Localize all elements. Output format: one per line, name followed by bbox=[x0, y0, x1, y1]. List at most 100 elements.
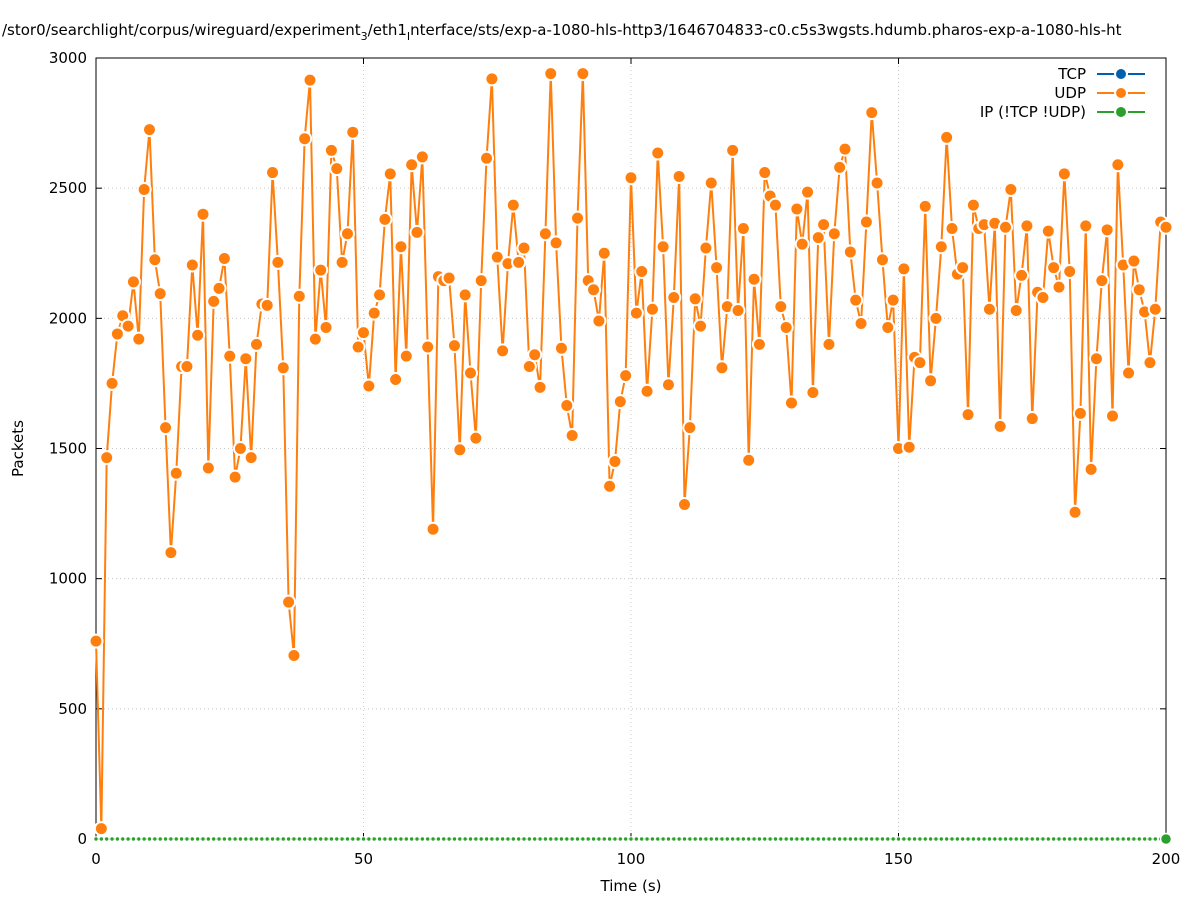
ip-point bbox=[820, 836, 827, 842]
udp-point bbox=[184, 257, 200, 273]
udp-point bbox=[1142, 355, 1158, 371]
ip-point bbox=[473, 836, 479, 842]
udp-point bbox=[810, 230, 826, 246]
udp-point bbox=[270, 254, 286, 270]
udp-point bbox=[682, 420, 698, 436]
udp-point bbox=[746, 271, 762, 287]
ip-point bbox=[836, 836, 843, 842]
ip-point bbox=[312, 836, 319, 842]
udp-point bbox=[136, 181, 152, 197]
ip-point bbox=[1147, 836, 1153, 842]
ip-point bbox=[483, 836, 490, 842]
ip-point bbox=[1072, 836, 1078, 842]
ip-point bbox=[441, 836, 447, 842]
udp-point bbox=[1147, 301, 1163, 317]
ip-point bbox=[478, 836, 484, 842]
udp-point bbox=[200, 460, 216, 476]
ip-point bbox=[1083, 836, 1089, 842]
ip-point bbox=[564, 836, 570, 842]
udp-point bbox=[543, 66, 559, 82]
udp-point bbox=[1014, 267, 1030, 283]
ip-point bbox=[558, 836, 565, 842]
ip-point bbox=[778, 836, 784, 842]
ip-point bbox=[360, 836, 367, 842]
ip-point bbox=[120, 836, 126, 842]
ip-point bbox=[853, 836, 859, 842]
ip-point bbox=[526, 836, 533, 842]
udp-point bbox=[99, 450, 115, 466]
ip-point bbox=[280, 836, 286, 842]
udp-point bbox=[960, 407, 976, 423]
udp-point bbox=[227, 469, 243, 485]
legend-marker-udp bbox=[1114, 86, 1128, 100]
ip-point bbox=[612, 836, 618, 842]
udp-point bbox=[965, 197, 981, 213]
series-ip bbox=[93, 832, 1173, 846]
udp-point bbox=[275, 360, 291, 376]
ip-point bbox=[965, 836, 971, 842]
udp-point bbox=[345, 124, 361, 140]
ip-point bbox=[425, 836, 431, 842]
udp-point bbox=[778, 319, 794, 335]
ip-point bbox=[184, 836, 190, 842]
ip-point bbox=[676, 836, 682, 842]
ip-point bbox=[178, 836, 185, 842]
ip-point bbox=[130, 836, 137, 842]
x-axis-label: Time (s) bbox=[600, 877, 662, 895]
legend-item-udp: UDP bbox=[1054, 84, 1145, 102]
udp-point bbox=[703, 175, 719, 191]
y-tick-label: 2500 bbox=[49, 179, 87, 197]
udp-point bbox=[216, 250, 232, 266]
udp-point bbox=[318, 319, 334, 335]
ip-point bbox=[157, 836, 163, 842]
udp-point bbox=[452, 442, 468, 458]
udp-point bbox=[425, 521, 441, 537]
chart-title-part-c: nterface/sts/exp-a-1080-hls-http3/164670… bbox=[410, 21, 1122, 39]
udp-point bbox=[853, 316, 869, 332]
udp-point bbox=[1003, 181, 1019, 197]
ip-point bbox=[729, 836, 736, 842]
udp-point bbox=[125, 274, 141, 290]
ip-point bbox=[211, 836, 217, 842]
ip-point bbox=[622, 836, 629, 842]
ip-point bbox=[537, 836, 543, 842]
udp-point bbox=[880, 319, 896, 335]
x-tick-label: 50 bbox=[354, 850, 373, 868]
ip-point bbox=[285, 836, 292, 842]
udp-point bbox=[928, 310, 944, 326]
ip-point bbox=[890, 836, 896, 842]
ip-point bbox=[810, 836, 816, 842]
ip-point bbox=[344, 836, 351, 842]
ip-point bbox=[200, 836, 206, 842]
ip-point bbox=[933, 836, 939, 842]
y-tick-label: 500 bbox=[58, 700, 87, 718]
ip-point bbox=[799, 836, 805, 842]
udp-point bbox=[939, 129, 955, 145]
chart-title-part-a: /stor0/searchlight/corpus/wireguard/expe… bbox=[2, 21, 361, 39]
udp-point bbox=[612, 394, 628, 410]
udp-point bbox=[1062, 263, 1078, 279]
ip-point bbox=[762, 836, 768, 842]
udp-point bbox=[1121, 365, 1137, 381]
y-axis-label: Packets bbox=[9, 420, 27, 477]
ip-point bbox=[927, 836, 934, 842]
ip-point bbox=[104, 836, 110, 842]
ip-point bbox=[719, 836, 725, 842]
ip-point bbox=[1152, 836, 1159, 842]
udp-point bbox=[864, 105, 880, 121]
udp-point bbox=[350, 339, 366, 355]
ip-point bbox=[301, 836, 308, 842]
udp-point bbox=[858, 214, 874, 230]
ip-point bbox=[542, 836, 549, 842]
ip-point bbox=[98, 836, 105, 842]
udp-point bbox=[709, 260, 725, 276]
ip-point bbox=[655, 836, 661, 842]
ip-point bbox=[141, 836, 147, 842]
udp-point bbox=[420, 339, 436, 355]
ip-point bbox=[713, 836, 720, 842]
ip-point bbox=[954, 836, 961, 842]
udp-point bbox=[1040, 223, 1056, 239]
udp-point bbox=[1110, 157, 1126, 173]
ip-point bbox=[665, 836, 672, 842]
udp-point bbox=[1099, 222, 1115, 238]
